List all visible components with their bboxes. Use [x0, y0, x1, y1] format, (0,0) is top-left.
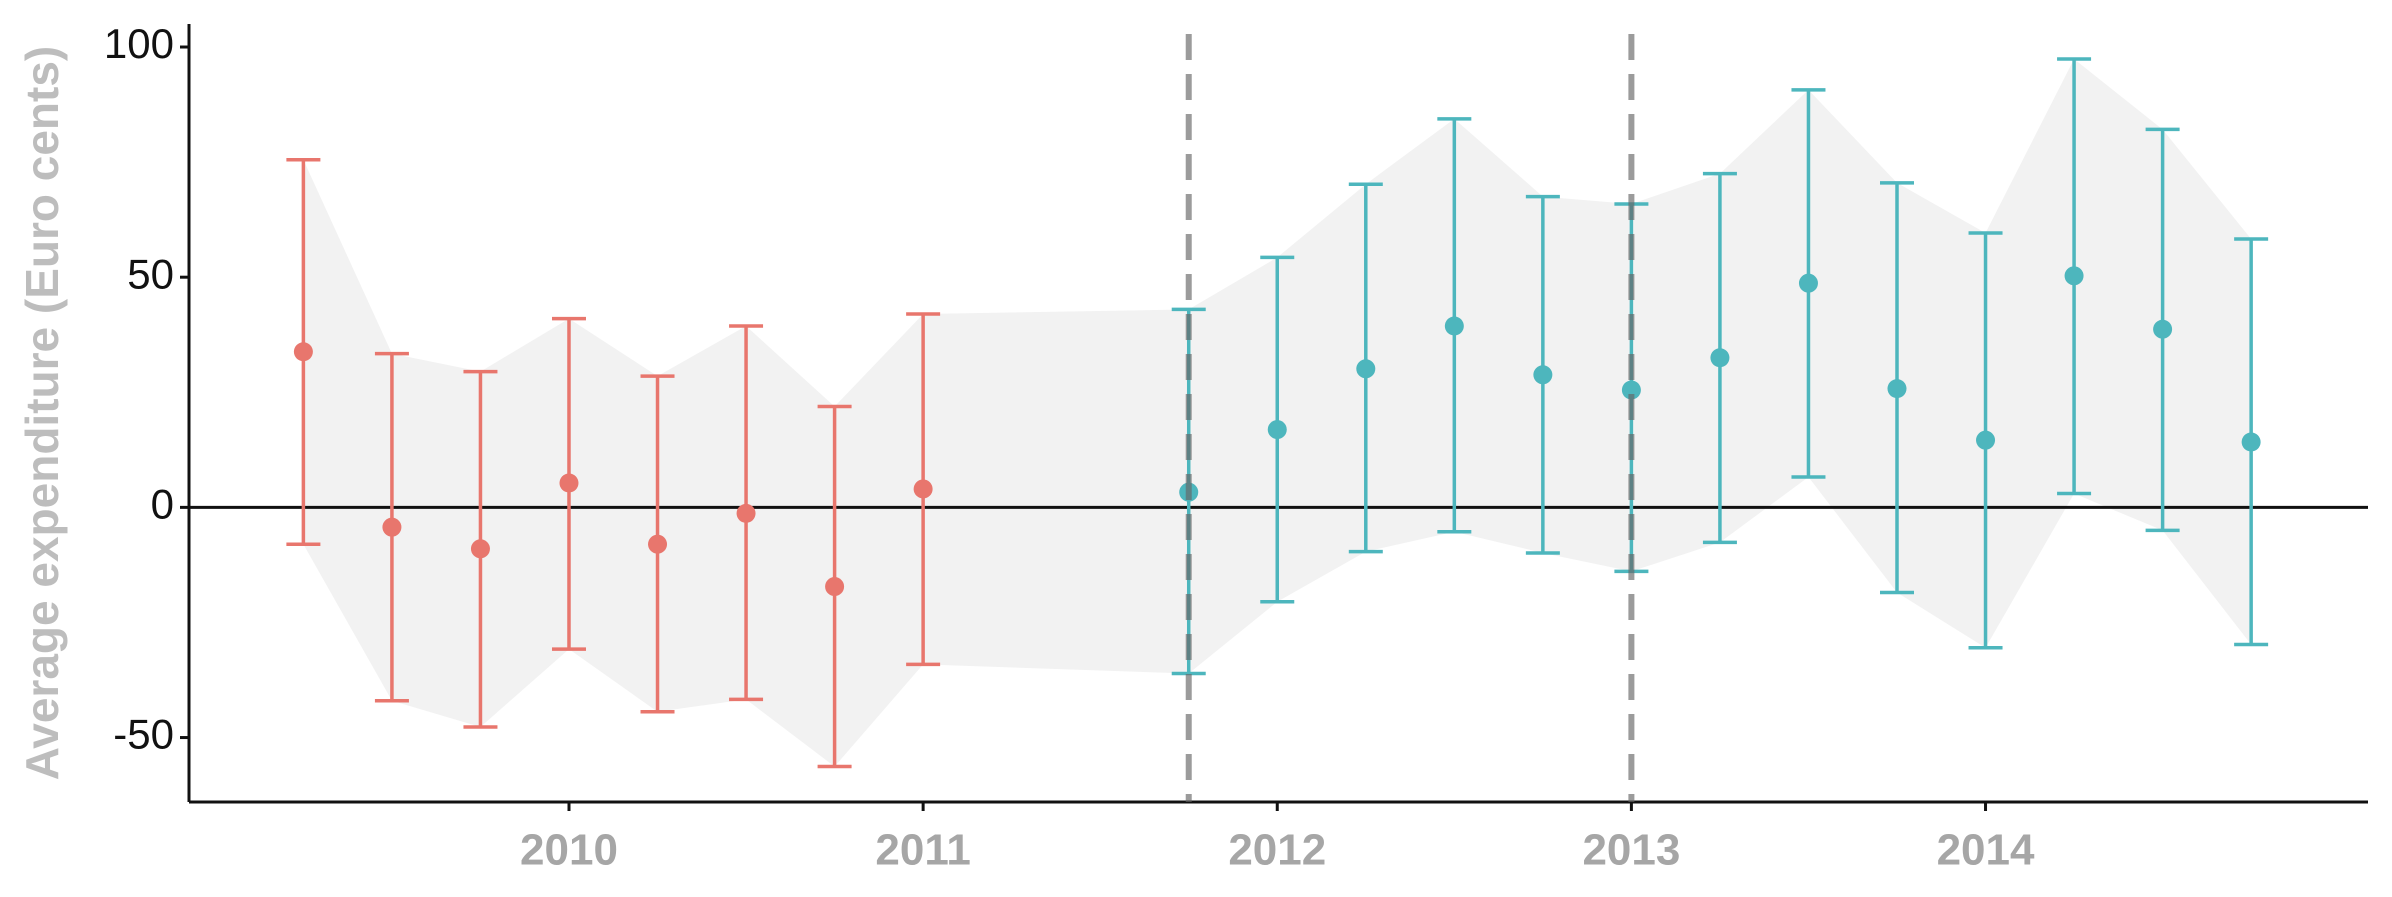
point [1533, 365, 1553, 385]
x-tick-label: 2010 [520, 826, 618, 875]
point [913, 479, 933, 499]
point [382, 517, 402, 537]
point [1710, 348, 1730, 368]
y-tick-label: 100 [104, 20, 174, 67]
point [1267, 420, 1287, 440]
y-tick-label: 0 [151, 480, 174, 527]
y-tick-label: 50 [127, 250, 174, 297]
point [1621, 380, 1641, 400]
x-tick-label: 2012 [1228, 826, 1326, 875]
point [2064, 266, 2084, 286]
point [470, 539, 490, 559]
point [1976, 430, 1996, 450]
point [736, 503, 756, 523]
point [559, 473, 579, 493]
point [1356, 359, 1376, 379]
x-tick-label: 2014 [1937, 826, 2035, 875]
y-tick-label: -50 [113, 711, 174, 758]
point [1887, 379, 1907, 399]
point [648, 534, 668, 554]
point [1444, 316, 1464, 336]
x-tick-label: 2011 [875, 826, 970, 875]
y-axis-label: Average expenditure (Euro cents) [16, 46, 68, 781]
point [1798, 273, 1818, 293]
point [293, 342, 313, 362]
point [2241, 432, 2261, 452]
point [2153, 319, 2173, 339]
x-tick-label: 2013 [1582, 826, 1680, 875]
point [825, 577, 845, 597]
